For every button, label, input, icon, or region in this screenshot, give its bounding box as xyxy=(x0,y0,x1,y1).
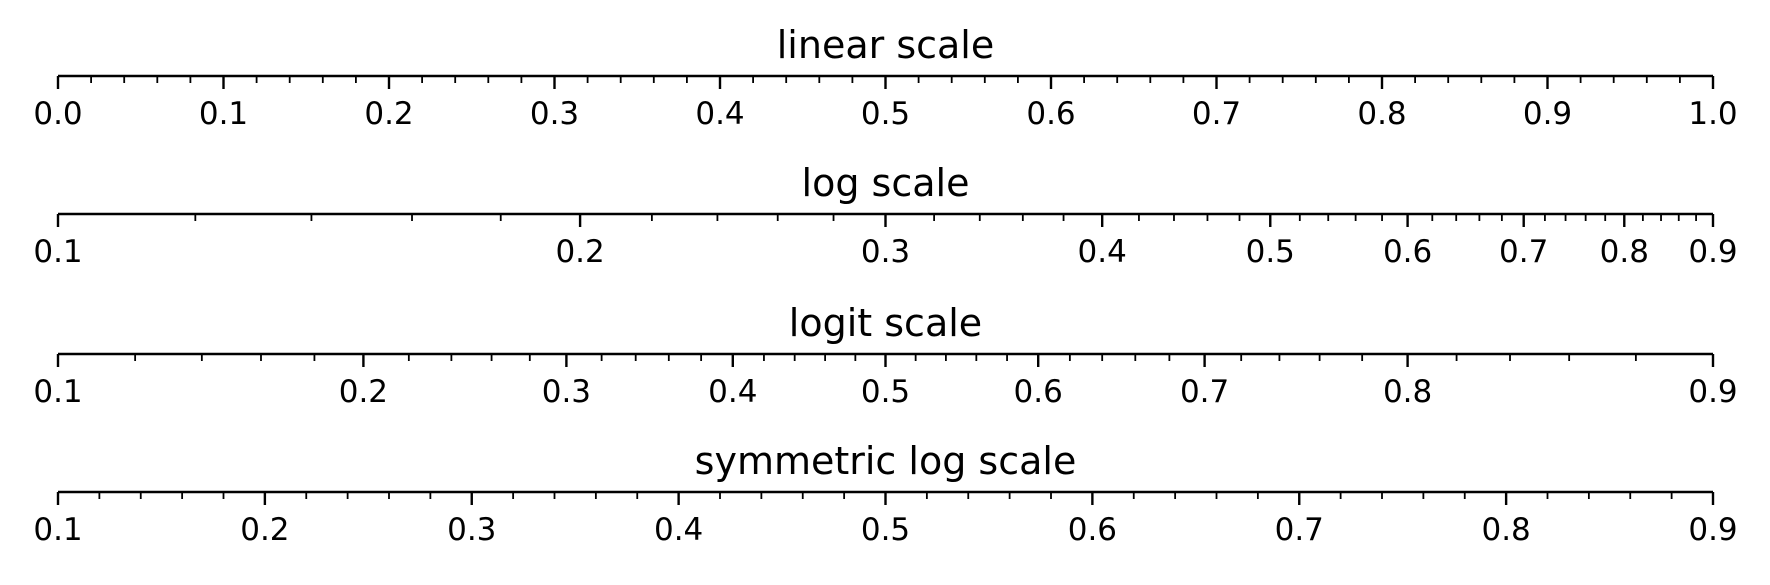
tick-label: 0.7 xyxy=(1180,374,1229,410)
tick-label: 0.3 xyxy=(861,234,910,270)
tick-label: 0.5 xyxy=(861,512,910,548)
tick-label: 0.9 xyxy=(1523,96,1572,132)
tick-label: 0.3 xyxy=(542,374,591,410)
tick-label: 0.5 xyxy=(861,374,910,410)
tick-label: 0.5 xyxy=(1246,234,1295,270)
tick-label: 0.8 xyxy=(1357,96,1406,132)
tick-label: 0.8 xyxy=(1600,234,1649,270)
tick-label: 0.9 xyxy=(1688,512,1737,548)
axis-title: symmetric log scale xyxy=(695,439,1077,483)
tick-label: 0.2 xyxy=(240,512,289,548)
tick-label: 0.6 xyxy=(1383,234,1432,270)
tick-label: 0.1 xyxy=(33,512,82,548)
tick-label: 0.4 xyxy=(695,96,744,132)
tick-label: 0.9 xyxy=(1688,234,1737,270)
tick-label: 0.2 xyxy=(339,374,388,410)
tick-label: 0.3 xyxy=(447,512,496,548)
axis-panel-log: log scale 0.1 0.2 0.3 0.4 0.5 0.6 0.7 0.8 0.9 xyxy=(33,161,1737,270)
tick-label: 0.0 xyxy=(33,96,82,132)
tick-label: 0.1 xyxy=(199,96,248,132)
tick-label: 0.4 xyxy=(708,374,757,410)
axis-title: logit scale xyxy=(789,301,982,345)
tick-label: 0.9 xyxy=(1688,374,1737,410)
tick-label: 0.4 xyxy=(1078,234,1127,270)
axes-panels: linear scale 0.0 0.1 0.2 0.3 0.4 0.5 0.6 0.7 0.8 0… xyxy=(33,23,1737,548)
tick-label: 0.2 xyxy=(555,234,604,270)
tick-label: 0.8 xyxy=(1383,374,1432,410)
tick-label: 0.8 xyxy=(1481,512,1530,548)
tick-label: 0.7 xyxy=(1275,512,1324,548)
tick-label: 0.4 xyxy=(654,512,703,548)
tick-label: 0.1 xyxy=(33,234,82,270)
tick-label: 0.1 xyxy=(33,374,82,410)
tick-label: 0.3 xyxy=(530,96,579,132)
axis-panel-logit: logit scale 0.1 0.2 0.3 0.4 0.5 0.6 0.7 0.8 0.9 xyxy=(33,301,1737,410)
axis-title: log scale xyxy=(802,161,970,205)
tick-label: 0.2 xyxy=(364,96,413,132)
tick-label: 0.6 xyxy=(1026,96,1075,132)
tick-label: 0.7 xyxy=(1499,234,1548,270)
tick-label: 1.0 xyxy=(1688,96,1737,132)
axis-panel-symlog: symmetric log scale 0.1 0.2 0.3 0.4 0.5 0.6 0.7… xyxy=(33,439,1737,548)
tick-label: 0.6 xyxy=(1068,512,1117,548)
axis-panel-linear: linear scale 0.0 0.1 0.2 0.3 0.4 0.5 0.6 0.7 0.8 0… xyxy=(33,23,1737,132)
tick-label: 0.6 xyxy=(1014,374,1063,410)
tick-label: 0.7 xyxy=(1192,96,1241,132)
tick-label: 0.5 xyxy=(861,96,910,132)
axis-title: linear scale xyxy=(777,23,994,67)
